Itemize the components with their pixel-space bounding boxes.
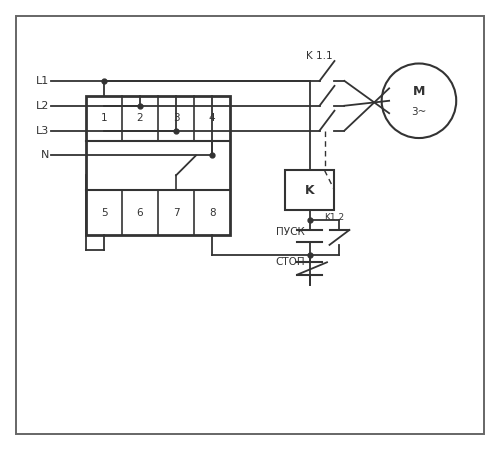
Text: M: M: [413, 86, 425, 99]
Text: 8: 8: [209, 207, 216, 218]
Text: СТОП: СТОП: [275, 257, 304, 267]
Text: L3: L3: [36, 126, 49, 135]
Text: L2: L2: [36, 101, 49, 111]
Bar: [285, 171, 335, 210]
Text: K: K: [305, 184, 314, 197]
Text: 3: 3: [173, 113, 180, 123]
Text: 2: 2: [136, 113, 143, 123]
Text: 1: 1: [100, 113, 107, 123]
Text: ПУСК: ПУСК: [276, 227, 304, 238]
Text: 6: 6: [136, 207, 143, 218]
Bar: [86, 96, 230, 235]
Text: K1.2: K1.2: [324, 212, 344, 221]
Text: 7: 7: [173, 207, 180, 218]
Text: 4: 4: [209, 113, 216, 123]
Text: L1: L1: [36, 76, 49, 86]
Text: K 1.1: K 1.1: [306, 51, 333, 61]
Text: 5: 5: [100, 207, 107, 218]
Text: 3~: 3~: [412, 107, 426, 117]
Text: N: N: [40, 150, 49, 161]
